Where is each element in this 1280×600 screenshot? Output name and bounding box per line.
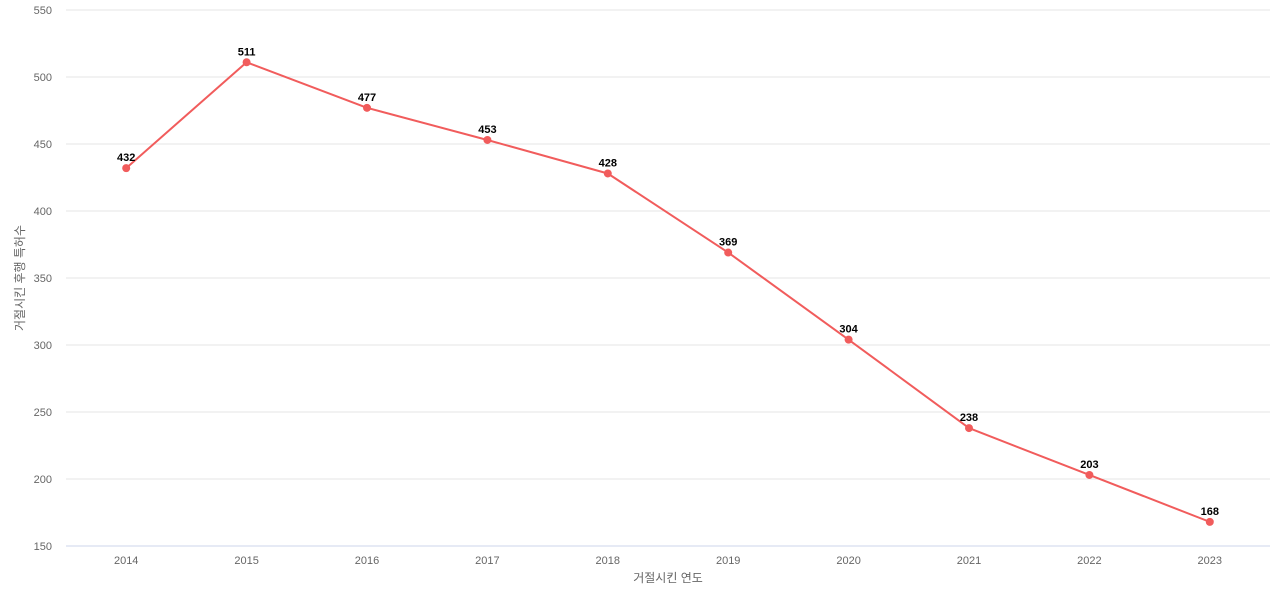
y-axis-tick-labels: 150 200 250 300 350 400 450 500 550 [34,5,52,553]
gridlines [66,9,1270,480]
y-tick-label: 200 [34,474,52,486]
data-point[interactable] [1205,517,1214,526]
data-point[interactable] [483,135,492,144]
data-point[interactable] [844,335,853,344]
y-tick-label: 300 [34,340,52,352]
x-tick-label: 2014 [114,555,138,567]
data-label: 168 [1201,506,1219,518]
x-tick-label: 2018 [596,555,620,567]
series-line-layer [125,61,1211,523]
data-label: 238 [960,412,978,424]
y-tick-label: 450 [34,139,52,151]
data-point[interactable] [603,169,612,178]
x-tick-label: 2023 [1198,555,1222,567]
x-axis-tick-labels: 2014 2015 2016 2017 2018 2019 2020 2021 2022 2023 [114,555,1222,567]
data-point[interactable] [965,424,973,433]
data-label: 428 [599,157,617,169]
data-point[interactable] [363,103,371,112]
x-axis-title: 거절시킨 연도 [633,571,703,585]
x-tick-label: 2016 [355,555,379,567]
y-tick-label: 150 [34,541,52,553]
data-label: 511 [238,46,256,58]
data-label: 477 [358,92,376,104]
data-points [122,58,1214,526]
data-labels: 432 511 477 453 428 369 304 238 203 168 [117,46,1219,518]
y-tick-label: 250 [34,407,52,419]
x-tick-label: 2021 [957,555,981,567]
data-label: 369 [719,237,737,249]
y-tick-label: 550 [34,5,52,17]
x-tick-label: 2019 [716,555,740,567]
data-point[interactable] [1085,470,1094,479]
y-tick-label: 350 [34,273,52,285]
data-point[interactable] [242,58,251,67]
data-label: 203 [1080,459,1098,471]
data-point[interactable] [724,248,733,257]
y-tick-label: 500 [34,72,52,84]
series-line [125,61,1211,523]
x-tick-label: 2017 [475,555,499,567]
data-label: 453 [478,124,496,136]
x-tick-label: 2022 [1077,555,1101,567]
y-axis-title: 거절시킨 후행 특허수 [12,225,27,331]
data-label: 432 [117,152,135,164]
x-tick-label: 2020 [836,555,860,567]
x-tick-label: 2015 [234,555,258,567]
y-tick-label: 400 [34,206,52,218]
data-point[interactable] [122,164,131,173]
data-label: 304 [839,324,858,336]
